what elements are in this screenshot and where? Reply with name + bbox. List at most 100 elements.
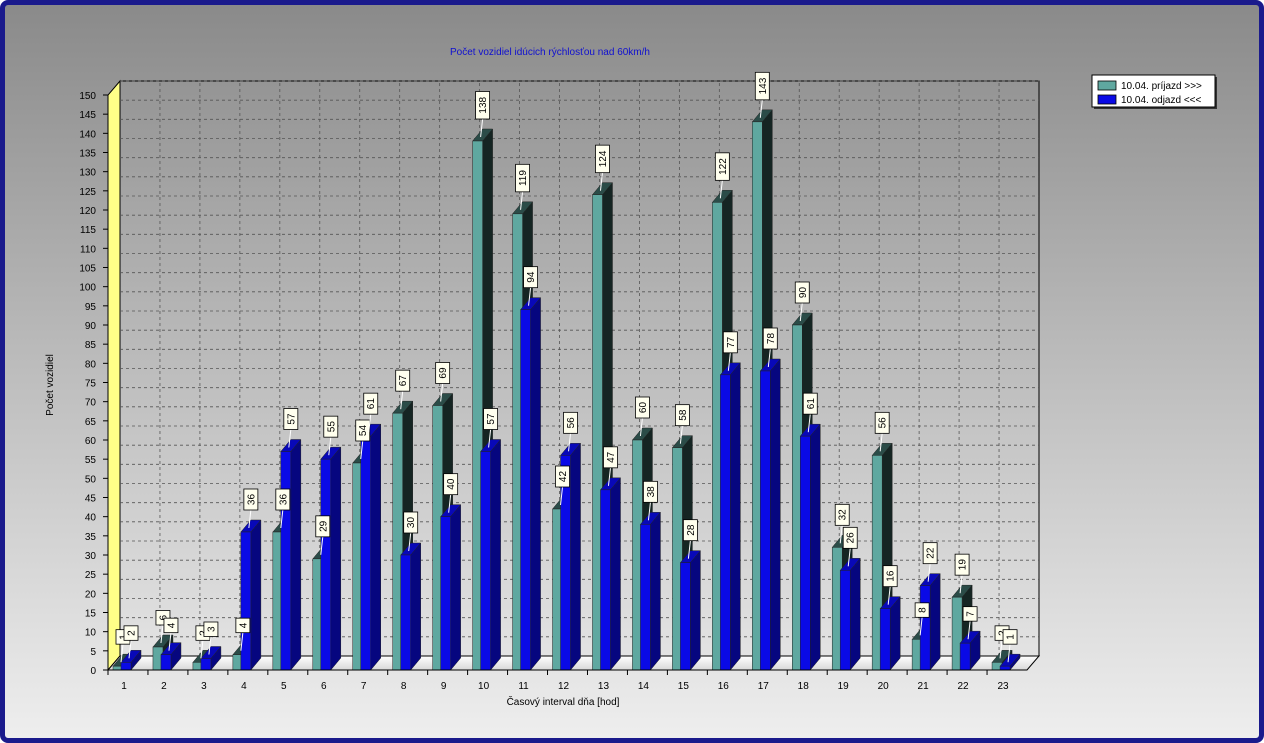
y-tick-label: 135 xyxy=(79,149,96,160)
data-label: 60 xyxy=(635,396,650,437)
y-tick-label: 85 xyxy=(85,340,97,351)
data-label: 40 xyxy=(443,473,459,513)
x-tick-label: 4 xyxy=(241,681,247,692)
data-label: 26 xyxy=(842,526,858,567)
x-tick-label: 23 xyxy=(997,681,1009,692)
x-tick-label: 5 xyxy=(281,681,287,692)
y-tick-label: 15 xyxy=(85,609,97,620)
x-tick-label: 15 xyxy=(678,681,690,692)
bar xyxy=(480,438,502,671)
y-tick-label: 80 xyxy=(85,359,97,370)
y-tick-label: 95 xyxy=(85,302,97,313)
data-label: 22 xyxy=(922,542,938,582)
bar xyxy=(639,511,661,671)
x-tick-label: 22 xyxy=(958,681,970,692)
bar xyxy=(440,503,462,671)
bar xyxy=(160,641,182,671)
svg-text:54: 54 xyxy=(358,425,369,437)
data-label: 32 xyxy=(834,503,850,544)
data-label: 19 xyxy=(954,553,970,594)
svg-text:19: 19 xyxy=(958,559,969,571)
bar xyxy=(759,358,781,671)
svg-text:22: 22 xyxy=(926,547,937,559)
y-tick-label: 110 xyxy=(80,244,96,255)
data-label: 69 xyxy=(435,362,451,402)
bar xyxy=(879,595,901,671)
svg-text:29: 29 xyxy=(318,520,329,532)
y-tick-label: 10 xyxy=(85,628,97,639)
y-tick-label: 25 xyxy=(85,570,97,581)
x-tick-label: 16 xyxy=(718,681,730,692)
data-label: 47 xyxy=(603,446,618,486)
bars xyxy=(112,109,1021,671)
y-tick-label: 125 xyxy=(79,187,96,198)
svg-text:6: 6 xyxy=(158,615,169,621)
data-label: 57 xyxy=(283,408,299,448)
data-label: 56 xyxy=(874,411,890,452)
svg-text:56: 56 xyxy=(878,417,889,429)
data-label: 36 xyxy=(275,488,291,529)
svg-text:32: 32 xyxy=(838,509,849,521)
y-tick-label: 115 xyxy=(80,225,96,236)
x-tick-label: 8 xyxy=(401,681,407,692)
svg-text:4: 4 xyxy=(238,622,249,628)
x-tick-label: 7 xyxy=(361,681,367,692)
data-label: 7 xyxy=(962,606,978,640)
bar xyxy=(360,423,382,671)
svg-text:119: 119 xyxy=(518,170,529,186)
data-label: 38 xyxy=(643,480,658,521)
legend-swatch xyxy=(1097,94,1117,105)
svg-text:3: 3 xyxy=(206,626,217,632)
left-wall xyxy=(107,79,121,672)
chart: 1624362954676913811942124605812214390325… xyxy=(45,47,1217,708)
bar xyxy=(320,446,342,671)
x-tick-label: 1 xyxy=(121,681,127,692)
x-tick-label: 11 xyxy=(518,681,529,692)
y-tick-label: 35 xyxy=(85,532,97,543)
data-label: 78 xyxy=(762,327,778,368)
y-tick-label: 50 xyxy=(85,474,97,485)
bar xyxy=(240,519,262,671)
y-axis-label: Počet vozidiel xyxy=(45,354,56,416)
svg-text:124: 124 xyxy=(598,150,609,167)
svg-text:26: 26 xyxy=(846,532,857,544)
bar xyxy=(520,296,542,671)
bar xyxy=(719,362,741,671)
data-label: 94 xyxy=(523,266,538,306)
svg-text:16: 16 xyxy=(886,570,897,582)
data-label: 61 xyxy=(802,392,818,433)
svg-text:1: 1 xyxy=(1006,634,1017,640)
svg-text:38: 38 xyxy=(646,486,657,498)
y-tick-label: 120 xyxy=(79,206,96,217)
data-label: 138 xyxy=(475,91,491,138)
data-label: 122 xyxy=(714,152,730,199)
y-tick-label: 70 xyxy=(85,398,97,409)
svg-text:138: 138 xyxy=(478,96,489,113)
svg-text:30: 30 xyxy=(406,517,417,529)
svg-text:42: 42 xyxy=(558,471,569,483)
data-label: 124 xyxy=(595,144,610,191)
svg-text:7: 7 xyxy=(966,611,977,617)
bar xyxy=(919,572,941,671)
svg-text:40: 40 xyxy=(446,478,457,490)
data-label: 58 xyxy=(674,404,690,444)
svg-text:4: 4 xyxy=(166,622,177,628)
svg-text:57: 57 xyxy=(486,413,497,425)
x-tick-label: 17 xyxy=(758,681,770,692)
svg-text:36: 36 xyxy=(278,494,289,506)
y-tick-label: 20 xyxy=(85,589,97,600)
y-tick-label: 100 xyxy=(79,283,96,294)
svg-text:8: 8 xyxy=(918,607,929,613)
svg-text:61: 61 xyxy=(806,398,817,410)
axes: 0510152025303540455055606570758085909510… xyxy=(79,91,1027,692)
svg-text:2: 2 xyxy=(127,630,138,636)
svg-text:56: 56 xyxy=(566,417,577,429)
data-label: 42 xyxy=(555,465,570,506)
svg-text:58: 58 xyxy=(678,409,689,421)
x-tick-label: 9 xyxy=(441,681,447,692)
data-label: 16 xyxy=(882,565,898,605)
x-axis-label: Časový interval dňa [hod] xyxy=(507,695,620,708)
y-tick-label: 60 xyxy=(85,436,97,447)
svg-text:61: 61 xyxy=(366,398,377,410)
